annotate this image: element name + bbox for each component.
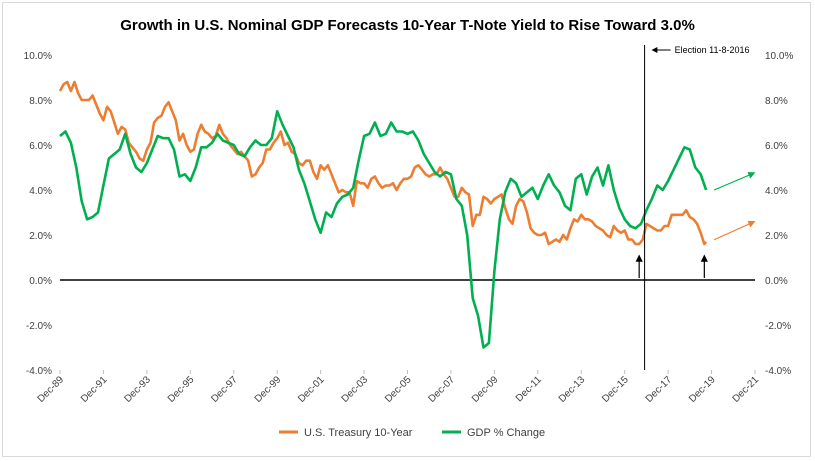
- chart-title: Growth in U.S. Nominal GDP Forecasts 10-…: [120, 17, 695, 34]
- y-tick-label-left: 0.0%: [29, 276, 52, 287]
- x-tick-label: Dec-15: [600, 374, 631, 405]
- x-tick-label: Dec-89: [36, 374, 67, 405]
- x-tick-label: Dec-99: [253, 374, 284, 405]
- y-tick-label-right: 2.0%: [765, 231, 788, 242]
- chart-frame: [2, 2, 811, 457]
- x-tick-label: Dec-91: [79, 374, 110, 405]
- x-tick-label: Dec-13: [557, 374, 588, 405]
- x-tick-label: Dec-11: [514, 374, 544, 404]
- legend-label-treasury: U.S. Treasury 10-Year: [304, 427, 413, 439]
- x-tick-label: Dec-07: [426, 374, 457, 405]
- y-tick-label-right: 8.0%: [765, 96, 788, 107]
- y-tick-label-left: 8.0%: [29, 96, 52, 107]
- legend: U.S. Treasury 10-Year GDP % Change: [279, 427, 545, 439]
- x-tick-label: Dec-95: [166, 374, 197, 405]
- gdp-projection-arrow: [713, 171, 756, 191]
- y-tick-label-left: -2.0%: [26, 321, 52, 332]
- x-tick-label: Dec-97: [209, 374, 240, 405]
- y-tick-label-right: 6.0%: [765, 141, 788, 152]
- x-tick-label: Dec-05: [383, 374, 414, 405]
- x-tick-label: Dec-17: [644, 374, 675, 405]
- y-tick-label-right: 10.0%: [765, 51, 793, 62]
- y-tick-label-left: 2.0%: [29, 231, 52, 242]
- series-layer: [58, 80, 708, 349]
- y-tick-label-left: 6.0%: [29, 141, 52, 152]
- y-tick-label-right: -2.0%: [765, 321, 791, 332]
- y-tick-label-left: -4.0%: [26, 366, 52, 377]
- x-tick-label: Dec-09: [470, 374, 501, 405]
- x-tick-label: Dec-03: [340, 374, 371, 405]
- y-tick-label-right: -4.0%: [765, 366, 791, 377]
- x-tick-label: Dec-19: [687, 374, 718, 405]
- treasury-series-line: [58, 80, 708, 246]
- gdp-series-line: [59, 110, 708, 349]
- annotation-layer: Election 11-8-2016: [635, 45, 756, 370]
- legend-label-gdp: GDP % Change: [467, 427, 545, 439]
- x-tick-label: Dec-21: [731, 374, 762, 405]
- treasury-projection-arrow: [713, 220, 756, 241]
- x-tick-label: Dec-01: [296, 374, 327, 405]
- y-tick-label-left: 10.0%: [24, 51, 52, 62]
- y-tick-label-left: 4.0%: [29, 186, 52, 197]
- axes-layer: -4.0% -4.0% -2.0% -2.0% 0.0% 0.0% 2.0% 2.0% 4.0%…: [24, 51, 794, 405]
- election-label: Election 11-8-2016: [675, 45, 750, 55]
- y-tick-label-right: 4.0%: [765, 186, 788, 197]
- y-tick-label-right: 0.0%: [765, 276, 788, 287]
- x-tick-label: Dec-93: [122, 374, 153, 405]
